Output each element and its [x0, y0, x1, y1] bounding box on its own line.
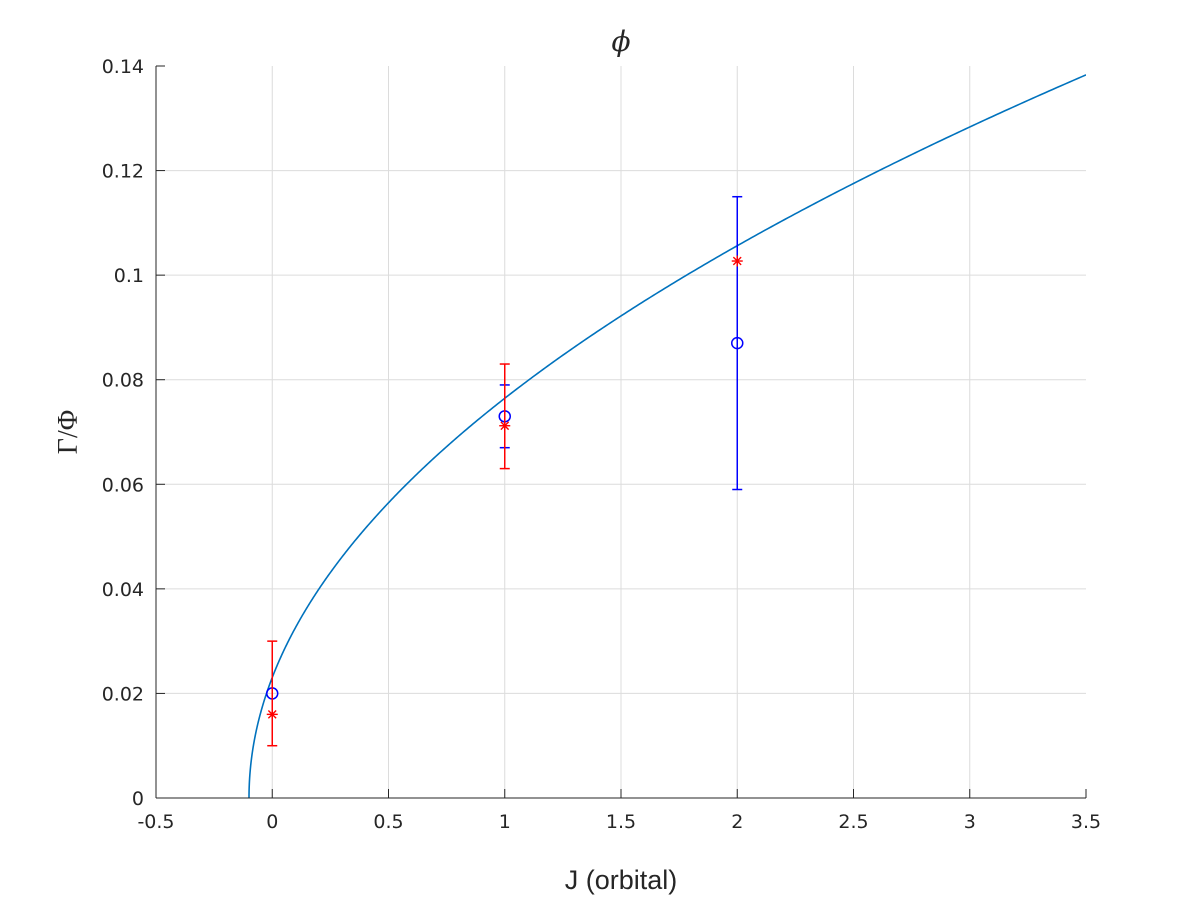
y-tick-label: 0.06 [102, 474, 144, 496]
data-point-asterisk [731, 255, 743, 267]
fit-curve [248, 74, 1086, 798]
x-tick-label: 2.5 [838, 811, 868, 833]
x-tick-label: 0 [266, 811, 278, 833]
x-tick-label: 0.5 [373, 811, 403, 833]
x-tick-label: 3 [964, 811, 976, 833]
y-axis-title: Γ/Φ [53, 410, 84, 454]
x-axis-title: J (orbital) [565, 865, 678, 895]
x-tick-label: 3.5 [1071, 811, 1101, 833]
y-tick-label: 0 [132, 788, 144, 810]
tick-labels: -0.5 0 0.5 1 1.5 2 2.5 3 3.500.020.040.060.080.1… [102, 56, 1101, 833]
y-tick-label: 0.12 [102, 161, 144, 183]
data-marks [266, 195, 744, 747]
asterisk-stroke [500, 421, 510, 431]
x-tick-label: 1 [499, 811, 511, 833]
y-tick-label: 0.02 [102, 683, 144, 705]
data-point-circle [731, 336, 744, 350]
data-point-asterisk [266, 708, 278, 720]
x-tick-label: 1.5 [606, 811, 636, 833]
chart-title: ϕ [611, 25, 630, 58]
grid [156, 66, 1086, 798]
fit-curve-layer [248, 74, 1086, 798]
y-tick-label: 0.14 [102, 56, 144, 78]
y-tick-label: 0.08 [102, 370, 144, 392]
asterisk-stroke [267, 709, 277, 719]
x-tick-label: 2 [731, 811, 743, 833]
data-point-asterisk [499, 420, 511, 432]
asterisk-stroke [732, 256, 742, 266]
x-tick-label: -0.5 [137, 811, 174, 833]
y-tick-label: 0.1 [114, 265, 144, 287]
axes [155, 65, 1087, 799]
y-tick-label: 0.04 [102, 579, 144, 601]
